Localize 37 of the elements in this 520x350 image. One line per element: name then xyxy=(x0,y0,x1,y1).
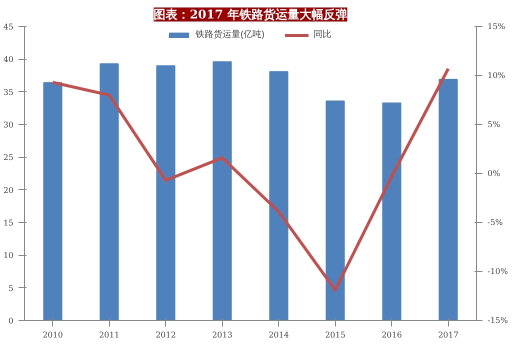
y2-tick-label: 15% xyxy=(488,22,506,31)
bar xyxy=(269,71,288,320)
y-tick-label: 20 xyxy=(3,186,14,195)
y2-tick-label: -5% xyxy=(488,218,504,227)
y-tick-label: 0 xyxy=(8,316,14,326)
y-tick-label: 30 xyxy=(3,120,14,130)
x-tick-label: 2013 xyxy=(212,330,232,340)
y-tick-label: 5 xyxy=(8,284,14,293)
y2-tick-label: 0% xyxy=(488,169,501,178)
y2-tick-label: 5% xyxy=(488,120,501,129)
bar xyxy=(382,102,402,320)
y2-tick-label: -15% xyxy=(488,316,508,325)
y-tick-label: 40 xyxy=(3,55,14,64)
bar xyxy=(438,78,458,320)
bar xyxy=(43,82,62,320)
legend-label: 铁路货运量(亿吨) xyxy=(196,28,264,41)
y2-tick-label: 10% xyxy=(488,71,506,80)
y-tick-label: 45 xyxy=(3,22,14,32)
x-tick-label: 2010 xyxy=(42,330,63,340)
bar xyxy=(326,100,345,320)
x-tick-label: 2011 xyxy=(99,330,120,340)
x-tick-label: 2015 xyxy=(325,330,346,340)
line-series xyxy=(51,67,450,292)
bar xyxy=(100,63,119,320)
y-tick-label: 10 xyxy=(3,251,14,260)
legend-label: 同比 xyxy=(314,28,332,41)
x-tick-label: 2016 xyxy=(382,330,402,340)
y-tick-label: 35 xyxy=(3,88,14,97)
bar xyxy=(156,65,176,320)
y-tick-label: 25 xyxy=(3,153,14,162)
y-tick-label: 15 xyxy=(3,218,14,228)
x-tick-label: 2017 xyxy=(438,330,458,340)
chart-title: 图表：2017 年铁路货运量大幅反弹 xyxy=(154,8,348,22)
x-tick-label: 2012 xyxy=(156,330,176,340)
bar xyxy=(212,61,232,320)
x-tick-label: 2014 xyxy=(268,330,289,340)
y2-tick-label: -10% xyxy=(488,267,508,276)
